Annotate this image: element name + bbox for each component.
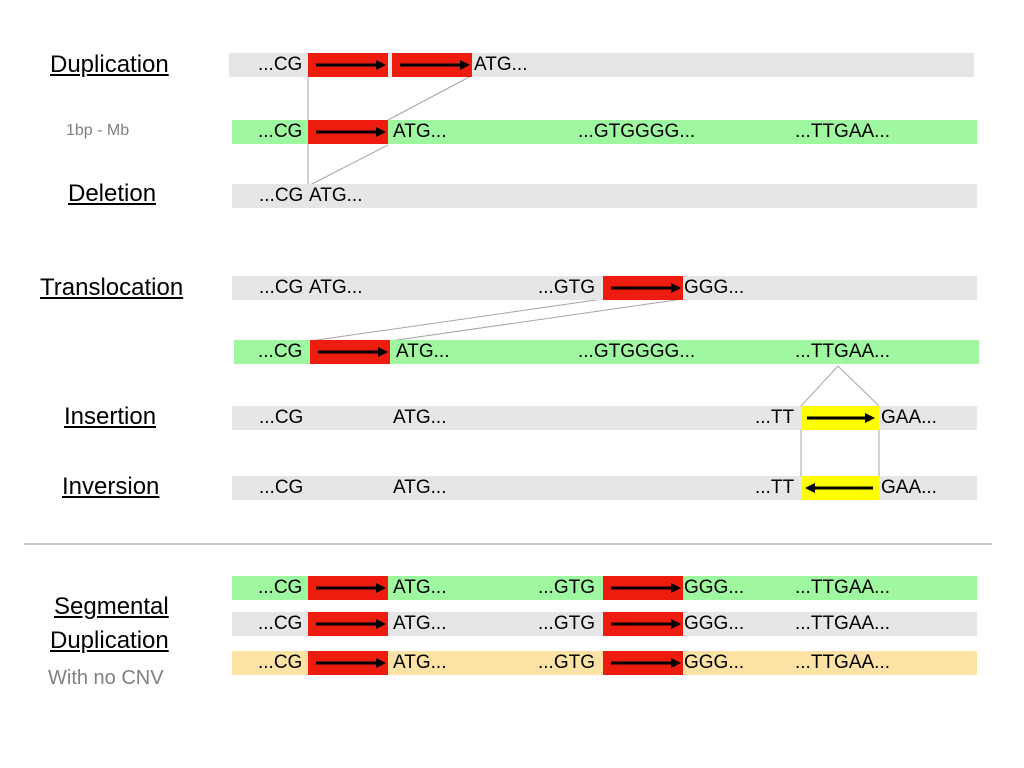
seq-cg: ...CG	[258, 121, 303, 142]
translocated-segment	[603, 276, 683, 300]
seq-cg: ...CG	[258, 341, 303, 362]
right-arrow-icon	[316, 583, 386, 593]
right-arrow-icon	[400, 60, 470, 70]
seq-atg: ATG...	[474, 54, 528, 75]
seq-gtg: ...GTG	[538, 613, 595, 634]
seq-gtg: ...GTG	[538, 652, 595, 673]
size-range-label: 1bp - Mb	[66, 122, 130, 139]
inversion-label: Inversion	[62, 473, 160, 500]
segment-copy	[603, 612, 683, 636]
seq-tt: ...TT	[755, 407, 795, 428]
insertion-label: Insertion	[64, 403, 157, 430]
right-arrow-icon	[807, 413, 875, 423]
no-cnv-label: With no CNV	[48, 667, 164, 689]
segment-copy	[308, 651, 388, 675]
deletion-label: Deletion	[68, 180, 157, 207]
seq-ggg: GGG...	[684, 577, 745, 598]
duplicated-segment-2	[392, 53, 472, 77]
seq-cg: ...CG	[259, 185, 304, 206]
seq-ttgaa: ...TTGAA...	[795, 613, 891, 634]
seq-cg: ...CG	[259, 407, 304, 428]
seq-ttgaa: ...TTGAA...	[795, 341, 891, 362]
seq-cg: ...CG	[258, 577, 303, 598]
right-arrow-icon	[611, 583, 681, 593]
seq-atg: ATG...	[396, 341, 450, 362]
seq-atg: ATG...	[393, 652, 447, 673]
right-arrow-icon	[316, 658, 386, 668]
right-arrow-icon	[316, 127, 386, 137]
seq-atg: ATG...	[309, 277, 363, 298]
translocation-label: Translocation	[40, 274, 184, 301]
left-arrow-icon	[805, 483, 873, 493]
right-arrow-icon	[611, 658, 681, 668]
seq-gaa: GAA...	[881, 407, 937, 428]
seq-gtgggg: ...GTGGGG...	[578, 121, 696, 142]
seq-ggg: GGG...	[684, 613, 745, 634]
reference-segment	[310, 340, 390, 364]
seq-atg: ATG...	[393, 577, 447, 598]
seq-ttgaa: ...TTGAA...	[795, 121, 891, 142]
duplication-label: Duplication	[50, 51, 169, 78]
seq-tt: ...TT	[755, 477, 795, 498]
seq-atg: ATG...	[393, 407, 447, 428]
seq-ggg: GGG...	[684, 277, 745, 298]
right-arrow-icon	[318, 347, 388, 357]
seq-atg: ATG...	[393, 477, 447, 498]
segment-copy	[603, 651, 683, 675]
seq-atg: ATG...	[393, 121, 447, 142]
duplicated-segment-1	[308, 53, 388, 77]
segment-copy	[603, 576, 683, 600]
segment-copy	[308, 576, 388, 600]
seq-cg: ...CG	[259, 477, 304, 498]
right-arrow-icon	[611, 283, 681, 293]
seq-gtg: ...GTG	[538, 277, 595, 298]
seq-gtgggg: ...GTGGGG...	[578, 341, 696, 362]
inserted-segment	[801, 406, 879, 430]
seq-gtg: ...GTG	[538, 577, 595, 598]
right-arrow-icon	[611, 619, 681, 629]
seq-atg: ATG...	[309, 185, 363, 206]
seq-ttgaa: ...TTGAA...	[795, 652, 891, 673]
right-arrow-icon	[316, 619, 386, 629]
segmental-label-line1: Segmental	[54, 593, 169, 620]
seq-cg: ...CG	[258, 652, 303, 673]
segment-copy	[308, 612, 388, 636]
right-arrow-icon	[316, 60, 386, 70]
seq-ggg: GGG...	[684, 652, 745, 673]
deletion-track	[232, 184, 977, 208]
inverted-segment	[801, 476, 879, 500]
seq-atg: ATG...	[393, 613, 447, 634]
seq-cg: ...CG	[258, 613, 303, 634]
segmental-label-line2: Duplication	[50, 627, 169, 654]
seq-cg: ...CG	[258, 54, 303, 75]
seq-ttgaa: ...TTGAA...	[795, 577, 891, 598]
reference-segment	[308, 120, 388, 144]
seq-cg: ...CG	[259, 277, 304, 298]
seq-gaa: GAA...	[881, 477, 937, 498]
